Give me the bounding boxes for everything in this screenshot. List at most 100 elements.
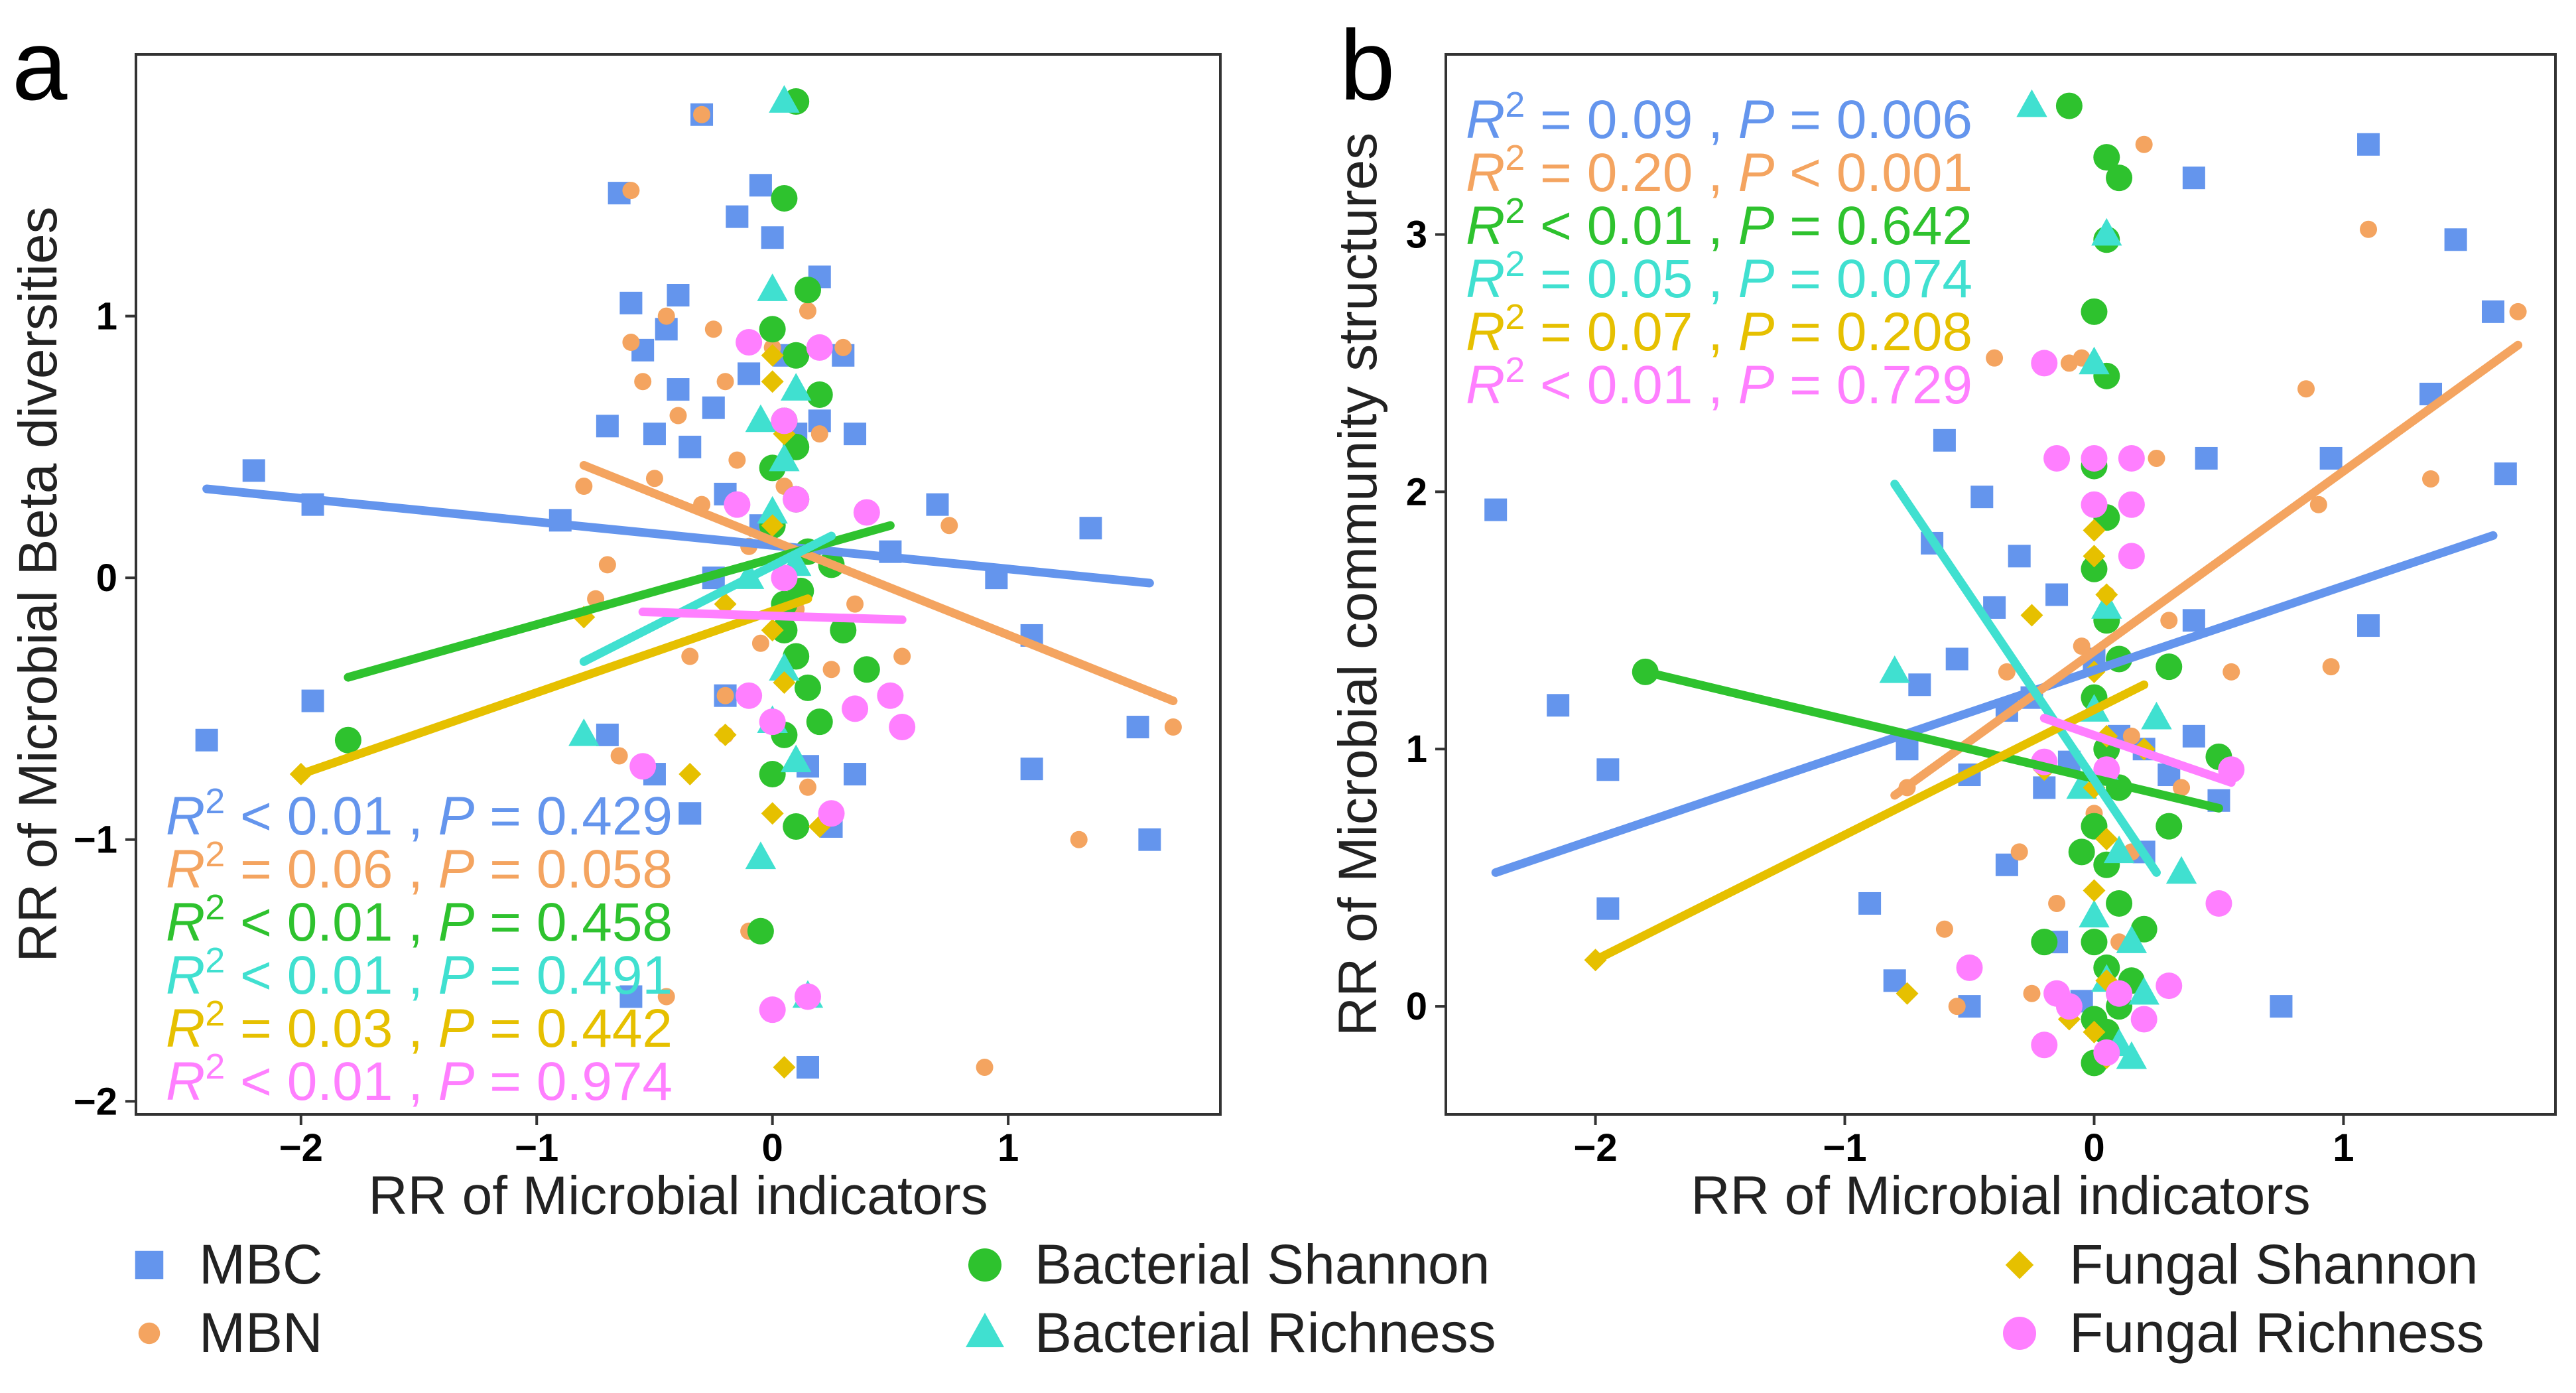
- y-tick-label: 2: [1406, 470, 1427, 513]
- plot-frame: [1445, 53, 2557, 1116]
- data-point: [2118, 491, 2145, 518]
- circle-small-icon: [138, 1322, 161, 1345]
- fit-line-BacterialRichness: [579, 531, 836, 666]
- data-point: [2173, 779, 2191, 797]
- data-point: [976, 1058, 994, 1076]
- data-point: [2031, 350, 2058, 377]
- data-point: [761, 226, 784, 249]
- data-point: [2083, 519, 2106, 542]
- circle-icon: [968, 1248, 1001, 1282]
- data-point: [2023, 984, 2041, 1002]
- data-point: [2182, 166, 2205, 190]
- data-point: [2083, 545, 2106, 568]
- data-point: [745, 404, 777, 432]
- data-point: [1933, 429, 1956, 452]
- data-point: [846, 595, 864, 613]
- data-point: [1896, 982, 1919, 1005]
- diamond-icon: [2005, 1250, 2034, 1280]
- data-point: [2130, 915, 2157, 943]
- data-point: [1879, 655, 1910, 683]
- data-point: [724, 491, 751, 518]
- data-point: [2422, 470, 2440, 488]
- data-point: [2297, 380, 2315, 398]
- data-point: [678, 763, 702, 786]
- data-point: [2020, 604, 2043, 627]
- data-point: [783, 342, 810, 369]
- data-point: [2068, 838, 2095, 866]
- x-axis-title: RR of Microbial indicators: [368, 1165, 988, 1226]
- series-MBN: [575, 105, 1182, 1076]
- data-point: [629, 753, 657, 780]
- stat-label-FungalRichness: R2 < 0.01 , P = 0.974: [166, 1047, 673, 1112]
- data-point: [2116, 925, 2148, 953]
- data-point: [2106, 165, 2133, 192]
- data-point: [2081, 298, 2108, 325]
- triangle-icon: [966, 1313, 1004, 1347]
- legend-label: Fungal Shannon: [2069, 1233, 2479, 1295]
- data-point: [2222, 663, 2240, 681]
- y-axis-title: RR of Microbial community structures: [1328, 133, 1388, 1036]
- data-point: [2008, 545, 2031, 568]
- y-axis-title: RR of Microbial Beta diversities: [8, 206, 68, 962]
- data-point: [2482, 300, 2505, 323]
- data-point: [1998, 663, 2016, 681]
- legend-label: Bacterial Shannon: [1035, 1233, 1490, 1295]
- data-point: [1896, 738, 1919, 761]
- data-point: [2093, 1039, 2120, 1066]
- x-tick-label: 1: [998, 1126, 1019, 1169]
- data-point: [2116, 1041, 2148, 1069]
- data-point: [2045, 583, 2069, 606]
- data-point: [2093, 144, 2120, 171]
- y-tick-label: 0: [96, 557, 117, 600]
- data-point: [2135, 135, 2153, 153]
- data-point: [657, 988, 675, 1006]
- data-point: [844, 423, 867, 446]
- data-point: [2079, 346, 2110, 375]
- panel-letter-b: b: [1340, 9, 1395, 121]
- data-point: [769, 653, 800, 681]
- data-point: [806, 381, 833, 408]
- data-point: [2322, 658, 2340, 676]
- legend-item-MBC: MBC: [135, 1233, 323, 1295]
- data-point: [2091, 218, 2122, 246]
- fit-line-BacterialRichness: [1890, 480, 2161, 877]
- data-point: [2095, 583, 2118, 606]
- data-point: [575, 478, 593, 496]
- data-point: [761, 514, 784, 537]
- fit-line-MBN: [579, 460, 1178, 706]
- data-point: [761, 344, 784, 367]
- data-point: [2106, 980, 2133, 1007]
- fit-line-MBN: [1890, 340, 2523, 800]
- data-point: [2122, 727, 2140, 745]
- data-point: [794, 277, 821, 304]
- data-point: [2073, 637, 2091, 655]
- panel-b-chart: b −2 −1 0 1 0 1 2 3 RR of Microbial indicators RR …: [1328, 9, 2557, 1226]
- data-point: [619, 291, 643, 314]
- data-point: [783, 486, 810, 513]
- stat-label-FungalShannon: R2 = 0.03 , P = 0.442: [166, 994, 673, 1059]
- data-point: [926, 493, 949, 516]
- data-point: [761, 802, 784, 825]
- data-point: [2010, 843, 2028, 861]
- data-point: [2357, 133, 2380, 156]
- legend-label: Bacterial Richness: [1035, 1301, 1496, 1364]
- stat-label-BacterialShannon: R2 < 0.01 , P = 0.458: [166, 888, 673, 953]
- data-point: [634, 373, 652, 391]
- data-point: [645, 470, 663, 488]
- stat-label-FungalRichness: R2 < 0.01 , P = 0.729: [1466, 350, 1972, 415]
- data-point: [2118, 543, 2145, 570]
- data-point: [1164, 718, 1182, 736]
- data-point: [842, 695, 869, 722]
- x-tick-label: −2: [279, 1126, 323, 1169]
- data-point: [334, 726, 361, 754]
- data-point: [2360, 220, 2378, 238]
- stat-label-MBN: R2 = 0.20 , P < 0.001: [1466, 138, 1972, 203]
- data-point: [893, 647, 911, 665]
- data-point: [2055, 993, 2083, 1020]
- data-point: [622, 182, 640, 200]
- stat-label-BacterialRichness: R2 < 0.01 , P = 0.491: [166, 941, 673, 1006]
- series-FungalRichness: [1956, 350, 2245, 1066]
- data-point: [1070, 830, 1088, 848]
- data-point: [759, 761, 786, 788]
- data-point: [242, 459, 265, 482]
